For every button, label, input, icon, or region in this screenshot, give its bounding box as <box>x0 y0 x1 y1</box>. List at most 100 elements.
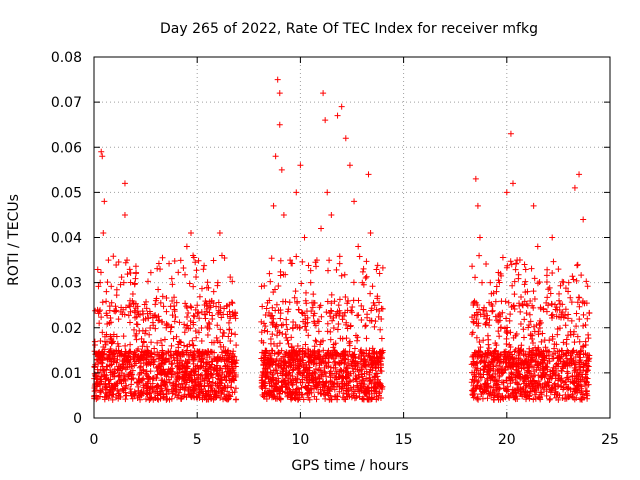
data-point <box>352 332 359 339</box>
data-point <box>305 353 312 360</box>
data-point <box>539 373 546 380</box>
data-point <box>314 382 321 389</box>
data-point <box>170 335 177 342</box>
data-point <box>118 274 125 281</box>
data-point <box>191 313 198 320</box>
data-point <box>549 351 556 358</box>
data-point <box>582 338 589 345</box>
data-point <box>305 379 312 386</box>
data-point <box>505 299 512 306</box>
data-point <box>515 355 522 362</box>
data-point <box>150 322 157 329</box>
data-point <box>289 381 296 388</box>
data-point <box>376 308 383 315</box>
data-point <box>94 266 101 273</box>
data-point <box>157 266 164 273</box>
data-point <box>269 331 276 338</box>
data-point <box>153 384 160 391</box>
data-point <box>354 337 361 344</box>
data-point <box>376 389 383 396</box>
data-point <box>276 340 283 347</box>
data-point <box>190 342 197 349</box>
data-point <box>283 364 290 371</box>
data-point <box>376 270 383 277</box>
data-point <box>580 363 587 370</box>
data-point <box>318 225 325 232</box>
data-point <box>159 347 166 354</box>
data-point <box>160 393 167 400</box>
data-point <box>303 300 310 307</box>
data-point <box>138 335 145 342</box>
data-point <box>276 90 283 97</box>
data-point <box>173 299 180 306</box>
data-point <box>470 299 477 306</box>
data-point <box>559 301 566 308</box>
data-point <box>226 301 233 308</box>
data-point <box>528 372 535 379</box>
data-point <box>378 348 385 355</box>
data-point <box>190 321 197 328</box>
data-point <box>201 302 208 309</box>
data-point <box>169 281 176 288</box>
data-point <box>218 314 225 321</box>
data-point <box>363 335 370 342</box>
data-point <box>294 365 301 372</box>
data-point <box>115 316 122 323</box>
data-point <box>289 260 296 267</box>
data-point <box>585 381 592 388</box>
data-point <box>129 297 136 304</box>
data-point <box>285 340 292 347</box>
data-point <box>193 267 200 274</box>
data-point <box>288 379 295 386</box>
data-point <box>574 389 581 396</box>
data-point <box>332 364 339 371</box>
data-point <box>310 375 317 382</box>
data-point <box>296 370 303 377</box>
data-point <box>188 369 195 376</box>
data-point <box>359 279 366 286</box>
data-point <box>279 368 286 375</box>
data-point <box>117 365 124 372</box>
data-point <box>578 347 585 354</box>
data-point <box>310 312 317 319</box>
data-point <box>480 337 487 344</box>
data-point <box>538 389 545 396</box>
data-point <box>210 257 217 264</box>
data-point <box>129 290 136 297</box>
data-point <box>555 377 562 384</box>
data-point <box>261 327 268 334</box>
data-point <box>182 271 189 278</box>
data-point <box>158 351 165 358</box>
data-point <box>130 326 137 333</box>
data-point <box>357 358 364 365</box>
data-point <box>316 348 323 355</box>
data-point <box>206 321 213 328</box>
data-point <box>503 359 510 366</box>
data-point <box>302 383 309 390</box>
data-point <box>468 379 475 386</box>
data-point <box>181 386 188 393</box>
data-point <box>540 306 547 313</box>
data-point <box>580 311 587 318</box>
data-point <box>184 314 191 321</box>
data-point <box>280 362 287 369</box>
data-point <box>192 378 199 385</box>
data-point <box>497 324 504 331</box>
data-point <box>327 385 334 392</box>
data-point <box>277 257 284 264</box>
data-point <box>175 269 182 276</box>
data-point <box>268 255 275 262</box>
data-point <box>139 376 146 383</box>
data-point <box>328 354 335 361</box>
data-point <box>364 384 371 391</box>
data-point <box>565 332 572 339</box>
data-point <box>545 302 552 309</box>
data-point <box>268 382 275 389</box>
data-point <box>377 352 384 359</box>
data-point <box>99 329 106 336</box>
data-point <box>154 339 161 346</box>
data-point <box>351 198 358 205</box>
data-point <box>346 338 353 345</box>
data-point <box>473 373 480 380</box>
data-point <box>279 330 286 337</box>
